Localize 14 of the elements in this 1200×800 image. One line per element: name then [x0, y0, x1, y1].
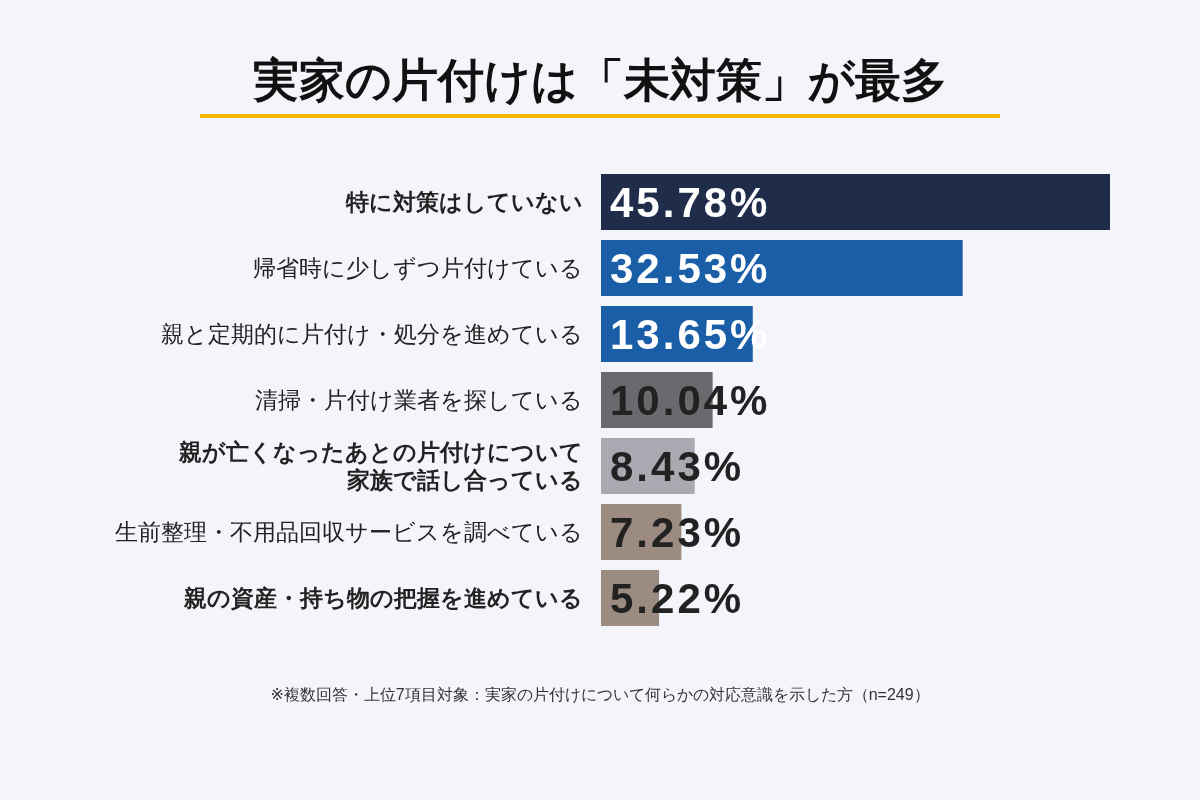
data-label: 45.78%: [610, 179, 771, 226]
bar: [601, 240, 963, 296]
data-label: 32.53%: [610, 245, 771, 292]
y-tick-label: 親と定期的に片付け・処分を進めている: [161, 321, 583, 347]
chart-title: 実家の片付けは「未対策」が最多: [252, 54, 947, 106]
y-tick-label: 親の資産・持ち物の把握を進めている: [183, 585, 583, 611]
y-tick-label: 清掃・片付け業者を探している: [255, 387, 583, 413]
y-tick-label: 帰省時に少しずつ片付けている: [253, 255, 583, 281]
y-tick-label: 生前整理・不用品回収サービスを調べている: [115, 519, 583, 545]
y-tick-label: 特に対策はしていない: [345, 189, 583, 215]
data-label: 8.43%: [610, 443, 745, 490]
bar: [601, 174, 1110, 230]
text: ※複数回答・上位7項目対象：実家の片付けについて何らかの対応意識を示した方（n=249）: [270, 686, 930, 703]
y-tick-label: 親が亡くなったあとの片付けについて家族で話し合っている: [178, 439, 583, 493]
